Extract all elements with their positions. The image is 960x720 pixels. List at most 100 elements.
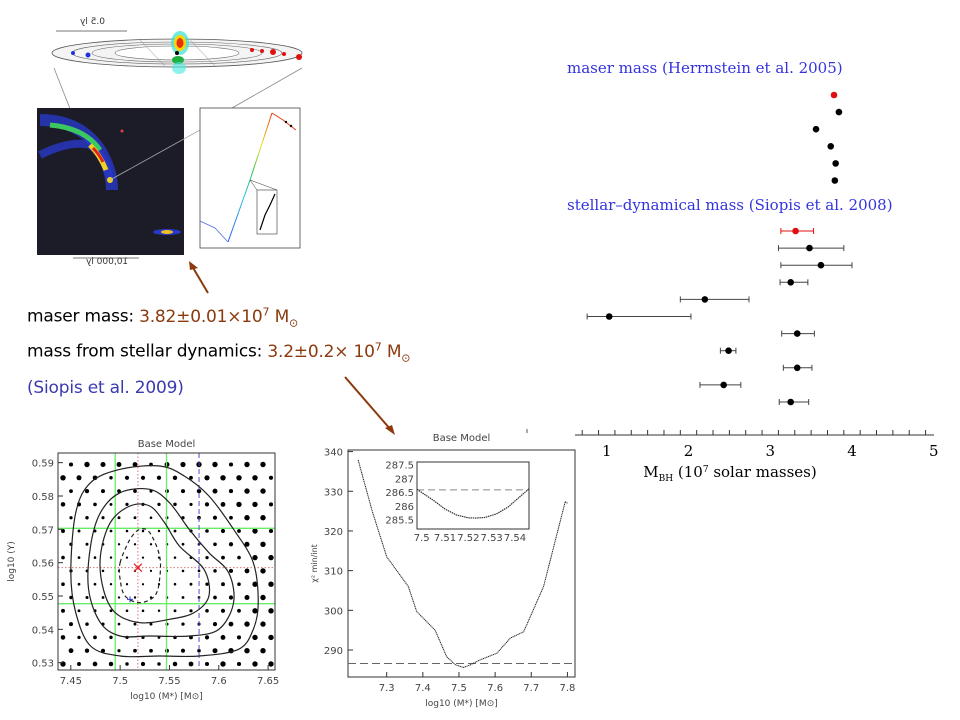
model-dot xyxy=(196,488,202,494)
y-tick-label: 320 xyxy=(324,527,343,538)
stellar-point xyxy=(605,313,613,320)
x-axis-label: MBH (107 solar masses) xyxy=(643,463,816,484)
galaxy-radio-image xyxy=(37,108,184,255)
group-title: maser mass (Herrnstein et al. 2005) xyxy=(567,59,843,77)
model-dot xyxy=(133,543,137,546)
x-tick-label: 7.45 xyxy=(60,676,82,687)
model-dot xyxy=(268,502,274,507)
model-dot xyxy=(205,608,209,613)
model-dot xyxy=(85,542,89,546)
model-dot xyxy=(205,582,209,586)
model-dot xyxy=(149,648,153,653)
inset-x-tick-label: 7.52 xyxy=(457,533,479,544)
model-dot xyxy=(117,516,121,520)
y-tick-label: 330 xyxy=(324,487,343,498)
model-dot xyxy=(125,583,129,586)
model-dot xyxy=(85,515,89,520)
stellar-point xyxy=(787,279,794,286)
model-dot xyxy=(109,556,113,559)
model-dot xyxy=(60,661,66,667)
x-tick-label: 7.55 xyxy=(158,676,180,687)
stellar-point xyxy=(792,227,799,235)
model-dot xyxy=(125,529,129,533)
model-dot xyxy=(109,582,113,586)
model-dot xyxy=(181,569,185,573)
x-axis-label-part: BH xyxy=(659,474,674,484)
model-dot xyxy=(85,622,89,626)
x-tick-label: 4 xyxy=(847,442,857,460)
model-dot xyxy=(228,568,234,573)
model-dot xyxy=(268,528,274,534)
model-dot xyxy=(93,582,97,586)
stellar-mass-line: mass from stellar dynamics: 3.2±0.2× 107… xyxy=(27,340,411,364)
plot-frame xyxy=(57,452,276,671)
model-dot xyxy=(228,462,234,467)
model-dot xyxy=(133,648,137,653)
model-dot xyxy=(109,635,113,640)
model-dot xyxy=(149,569,153,573)
model-dot xyxy=(189,502,193,506)
x-axis-label: log10 (M*) [M⊙] xyxy=(130,692,203,702)
velocity-curve-panel xyxy=(199,107,301,249)
stellar-point xyxy=(806,244,813,252)
model-dot xyxy=(125,662,129,666)
model-dot xyxy=(212,622,218,627)
model-dot xyxy=(268,475,274,480)
model-dot xyxy=(237,608,241,613)
chart-title: Base Model xyxy=(138,439,196,450)
stellar-point xyxy=(787,398,794,406)
zoom-line-right xyxy=(231,67,303,109)
y-axis-label: χ² min/int xyxy=(310,544,319,583)
x-tick-label: 7.65 xyxy=(257,676,279,687)
model-dot xyxy=(117,489,121,493)
confidence-contour xyxy=(87,488,235,638)
model-dot xyxy=(204,502,210,507)
model-dot xyxy=(172,661,178,667)
model-dot xyxy=(85,595,89,600)
model-dot xyxy=(93,502,97,507)
x-tick-label: 3 xyxy=(765,442,775,460)
citation: (Siopis et al. 2009) xyxy=(27,378,184,398)
model-dot xyxy=(189,475,193,480)
model-dot xyxy=(84,461,90,468)
chart-title: Base Model xyxy=(433,433,491,444)
y-tick-label: 290 xyxy=(324,646,343,657)
model-dot xyxy=(117,622,121,626)
chi2-chart: Base Model 7.3 7.4 7.5 7.6 7.7 7.8 290 300 310 320… xyxy=(310,433,576,709)
model-dot xyxy=(252,501,258,508)
model-dot xyxy=(101,596,105,599)
model-dot xyxy=(117,543,121,546)
maser-mass-label: maser mass: xyxy=(27,306,140,327)
model-dot xyxy=(180,461,186,468)
model-dot xyxy=(101,516,105,520)
model-dot xyxy=(68,462,74,467)
model-dot xyxy=(252,554,258,561)
model-dot xyxy=(260,515,266,521)
model-dot xyxy=(268,554,274,561)
model-dot xyxy=(228,621,234,627)
model-dot xyxy=(228,489,234,494)
model-dot xyxy=(140,475,146,480)
model-dot xyxy=(77,609,81,613)
model-dot xyxy=(268,634,274,641)
model-dot xyxy=(157,529,161,533)
y-axis-label: log10 (Υ) xyxy=(7,541,17,582)
stellar-point xyxy=(725,347,732,355)
model-dot xyxy=(213,542,217,547)
model-dot xyxy=(109,529,113,533)
inset-y-tick-label: 286.5 xyxy=(385,488,414,499)
model-dot xyxy=(109,609,113,613)
model-dot xyxy=(229,515,233,520)
model-dot xyxy=(260,648,266,654)
maser-point xyxy=(831,177,839,184)
model-dot xyxy=(244,594,250,601)
model-dot xyxy=(61,529,65,533)
stellar-point xyxy=(793,330,801,337)
model-dot xyxy=(260,461,266,468)
x-axis-label-part: 7 xyxy=(703,465,709,475)
model-dot xyxy=(205,529,209,533)
model-dot xyxy=(69,489,73,493)
model-dot xyxy=(237,582,241,586)
model-dot xyxy=(244,488,250,494)
inset-curve xyxy=(416,488,530,519)
